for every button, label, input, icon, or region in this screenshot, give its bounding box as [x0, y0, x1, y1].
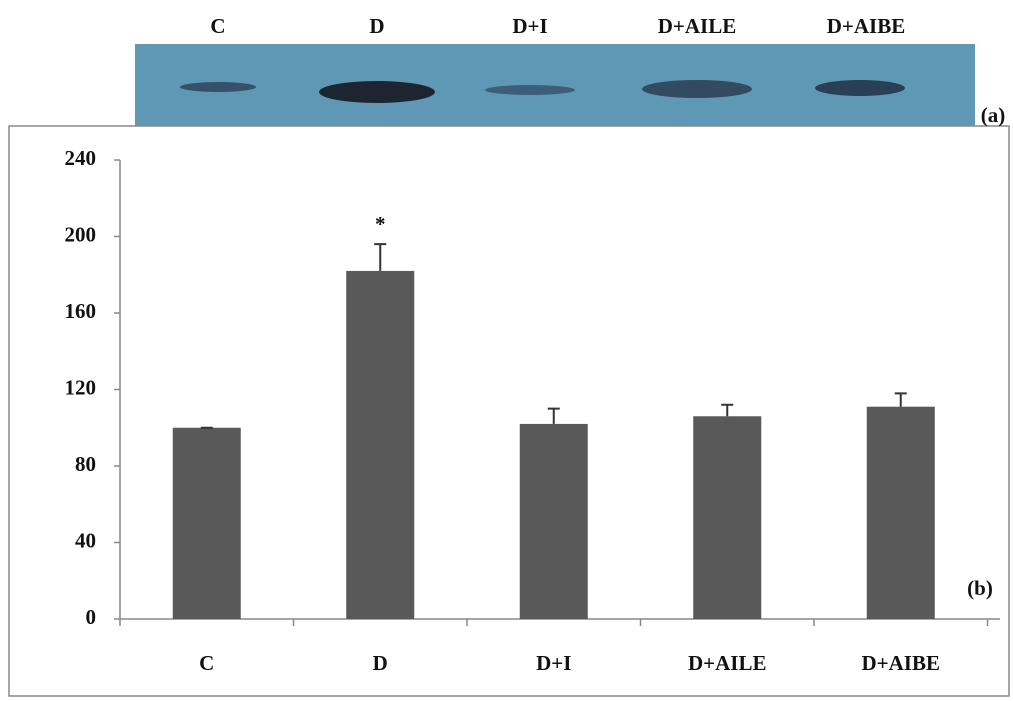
lane-label: D	[369, 14, 384, 38]
y-tick-label: 40	[75, 528, 96, 552]
y-tick-label: 160	[65, 299, 97, 323]
panel-label: (b)	[967, 576, 993, 600]
x-tick-label: D+I	[536, 651, 571, 675]
panel-label: (a)	[981, 103, 1006, 127]
blot-band	[642, 80, 752, 98]
bar	[346, 271, 414, 619]
bar	[693, 416, 761, 619]
annotation: *	[375, 212, 386, 236]
y-tick-label: 80	[75, 452, 96, 476]
x-tick-label: C	[199, 651, 214, 675]
y-tick-label: 200	[65, 222, 97, 246]
x-tick-label: D+AILE	[688, 651, 766, 675]
blot-band	[180, 82, 256, 92]
bar	[173, 428, 241, 619]
x-tick-label: D+AIBE	[862, 651, 940, 675]
bar	[520, 424, 588, 619]
figure: (a) (b) 0 40 80 120 160 200 240 C C D D D+I D+I D+AIL…	[0, 0, 1013, 701]
lane-label: D+I	[512, 14, 547, 38]
blot-band	[485, 85, 575, 95]
y-tick-label: 0	[86, 605, 97, 629]
y-tick-label: 240	[65, 146, 97, 170]
lane-label: C	[210, 14, 225, 38]
blot-band	[815, 80, 905, 96]
blot-band	[319, 81, 435, 103]
bar	[867, 407, 935, 619]
x-tick-label: D	[373, 651, 388, 675]
y-tick-label: 120	[65, 375, 97, 399]
chart-frame	[9, 126, 1009, 696]
lane-label: D+AILE	[658, 14, 736, 38]
lane-label: D+AIBE	[827, 14, 905, 38]
